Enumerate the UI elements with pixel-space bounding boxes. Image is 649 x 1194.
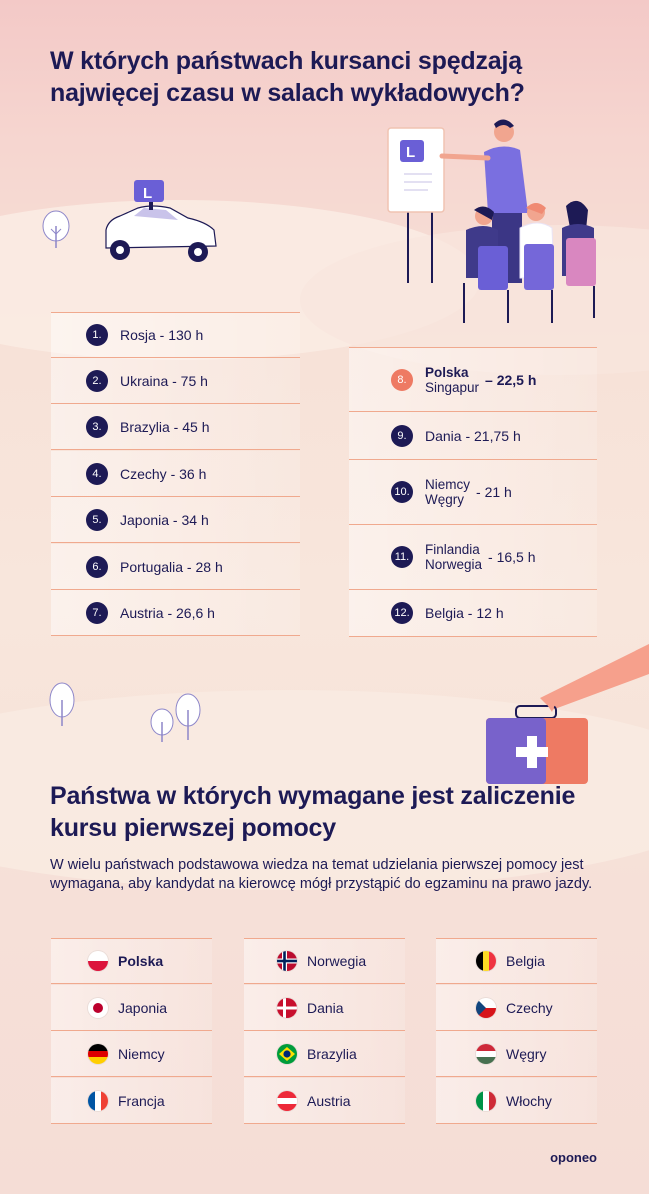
country-row: Czechy — [436, 985, 597, 1031]
ranking-row-2: 2. Ukraina - 75 h — [51, 358, 300, 404]
germany-flag-icon — [88, 1043, 108, 1064]
country-row: Włochy — [436, 1078, 597, 1124]
rank-badge: 8. — [391, 368, 413, 391]
hours-value: - 16,5 h — [488, 549, 536, 565]
country-name: Niemcy — [425, 477, 471, 492]
country-name: Austria — [307, 1092, 351, 1109]
country-name: Singapur — [425, 379, 480, 395]
country-row: Węgry — [436, 1031, 597, 1077]
ranking-row-5: 5. Japonia - 34 h — [51, 497, 300, 543]
ranking-row-12: 12. Belgia - 12 h — [349, 590, 597, 637]
belgium-flag-icon — [476, 951, 496, 971]
first-aid-kit-illustration — [486, 644, 649, 784]
section-title: Państwa w których wymagane jest zaliczen… — [50, 782, 576, 842]
ranking-row-9: 9. Dania - 21,75 h — [349, 412, 597, 460]
country-row: Japonia — [51, 985, 212, 1031]
ranking-text: Ukraina - 75 h — [120, 372, 208, 389]
czechia-flag-icon — [476, 997, 496, 1018]
rank-badge: 11. — [391, 546, 413, 568]
ranking-row-11: 11. Finlandia Norwegia - 16,5 h — [349, 525, 597, 590]
japan-flag-icon — [88, 997, 108, 1018]
country-row: Francja — [51, 1078, 212, 1124]
rank-badge: 12. — [391, 602, 413, 624]
austria-flag-icon — [277, 1090, 297, 1111]
hours-value: - 21 h — [476, 484, 512, 500]
country-row: Norwegia — [244, 938, 405, 984]
country-row: Dania — [244, 985, 405, 1031]
country-name: Finlandia — [425, 542, 480, 557]
italy-flag-icon — [476, 1090, 496, 1111]
country-row: Brazylia — [244, 1031, 405, 1077]
country-name: Węgry — [506, 1045, 547, 1062]
country-name: Polska — [425, 364, 469, 380]
country-row: Austria — [244, 1078, 405, 1124]
france-flag-icon — [88, 1090, 108, 1111]
country-name: Czechy — [506, 999, 553, 1016]
rank-badge: 3. — [86, 415, 108, 438]
country-name: Polska — [118, 953, 164, 969]
rank-badge: 6. — [86, 555, 108, 578]
ranking-text: Japonia - 34 h — [120, 511, 209, 528]
ranking-row-4: 4. Czechy - 36 h — [51, 451, 300, 497]
rank-badge: 9. — [391, 424, 413, 447]
country-name: Brazylia — [307, 1045, 357, 1062]
ranking-text: Portugalia - 28 h — [120, 558, 223, 575]
car-illustration: L — [42, 180, 217, 262]
hungary-flag-icon — [476, 1043, 496, 1064]
country-row: Polska — [51, 938, 212, 984]
brand-logo: oponeo — [550, 1150, 597, 1165]
ranking-row-6: 6. Portugalia - 28 h — [51, 544, 300, 590]
l-sign-letter: L — [406, 144, 415, 161]
country-name: Francja — [118, 1092, 165, 1109]
rank-badge: 2. — [86, 369, 108, 392]
ranking-text: Czechy - 36 h — [120, 465, 207, 482]
rank-badge: 5. — [86, 508, 108, 531]
ranking-text: Austria - 26,6 h — [120, 604, 215, 621]
country-row: Niemcy — [51, 1031, 212, 1077]
country-row: Belgia — [436, 938, 597, 984]
country-name: Norwegia — [425, 557, 483, 572]
ranking-row-3: 3. Brazylia - 45 h — [51, 404, 300, 450]
country-name: Belgia — [506, 953, 545, 969]
brazil-flag-icon — [277, 1043, 297, 1064]
hours-value: – 22,5 h — [485, 371, 537, 388]
denmark-flag-icon — [277, 997, 297, 1018]
country-name: Węgry — [425, 492, 465, 507]
ranking-row-8: 8. Polska Singapur – 22,5 h — [349, 347, 597, 412]
rank-badge: 4. — [86, 462, 108, 485]
country-name: Niemcy — [118, 1045, 165, 1062]
ranking-text: Brazylia - 45 h — [120, 418, 210, 435]
page-title: W których państwach kursanci spędzają na… — [50, 47, 525, 107]
ranking-text: Rosja - 130 h — [120, 327, 204, 343]
rank-badge: 10. — [391, 481, 413, 503]
country-name: Japonia — [118, 999, 168, 1016]
tree-icon — [42, 210, 70, 248]
rank-badge: 7. — [86, 601, 108, 624]
country-name: Włochy — [506, 1092, 552, 1109]
norway-flag-icon — [277, 951, 297, 971]
trees-illustration — [49, 682, 201, 742]
l-sign-letter: L — [143, 185, 152, 202]
ranking-text: Belgia - 12 h — [425, 605, 504, 621]
classroom-illustration: L — [387, 119, 596, 323]
poland-flag-icon — [88, 951, 108, 971]
rank-badge: 1. — [86, 324, 108, 346]
section-description: W wielu państwach podstawowa wiedza na t… — [50, 857, 593, 892]
ranking-row-10: 10. Niemcy Węgry - 21 h — [349, 460, 597, 525]
country-name: Norwegia — [307, 953, 367, 969]
ranking-row-7: 7. Austria - 26,6 h — [51, 590, 300, 636]
ranking-row-1: 1. Rosja - 130 h — [51, 312, 300, 358]
country-name: Dania — [307, 999, 344, 1016]
ranking-text: Dania - 21,75 h — [425, 427, 521, 444]
